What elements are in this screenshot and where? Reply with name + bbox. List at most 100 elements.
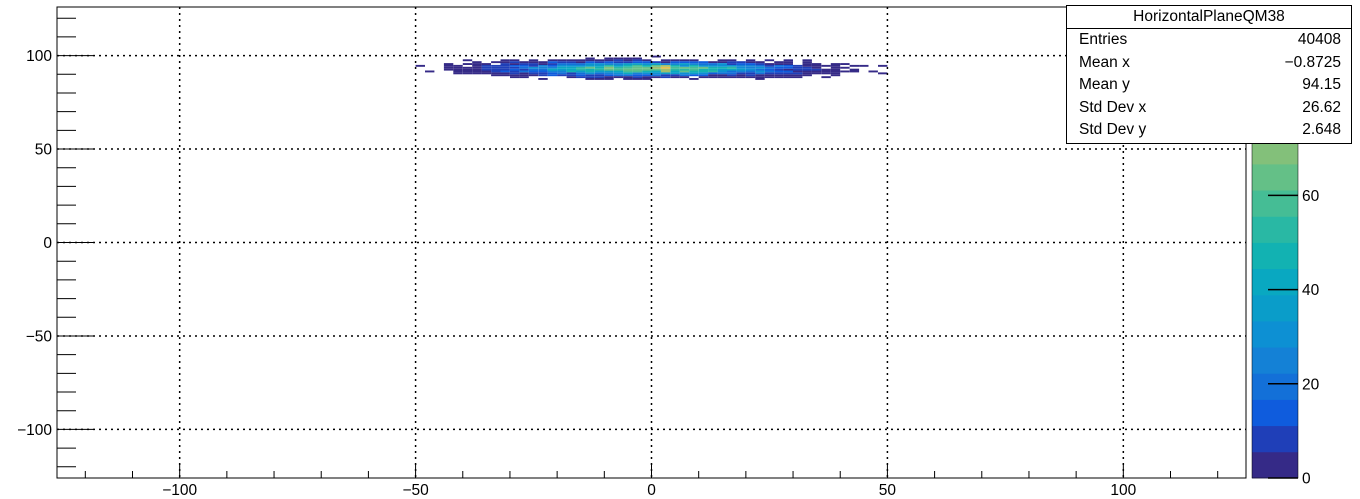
histogram-bin [500,64,510,67]
histogram-bin [557,59,567,62]
histogram-bin [670,61,680,64]
histogram-bin [547,74,558,77]
histogram-bin [651,66,661,69]
histogram-bin [632,76,642,79]
histogram-bin [594,76,605,79]
histogram-bin [811,72,822,75]
histogram-bin [783,64,793,67]
histogram-bin [613,74,624,77]
histogram-bin [821,64,831,67]
histogram-bin [642,74,652,77]
histogram-bin [566,66,576,69]
histogram-bin [462,70,473,73]
histogram-bin [774,70,784,73]
histogram-bin [642,66,652,69]
histogram-bin [585,76,595,79]
histogram-bin [878,64,888,67]
histogram-bin [519,74,529,77]
histogram-bin [783,63,793,65]
histogram-bin [594,66,605,69]
palette-swatch [1252,425,1298,453]
histogram-bin [576,66,586,69]
histogram-bin [764,72,775,75]
histogram-bin [745,59,756,62]
histogram-bin [717,72,727,75]
histogram-bin [500,68,510,71]
palette-swatch [1252,216,1298,243]
histogram-bin [679,66,690,69]
histogram-bin [783,59,793,62]
histogram-bin [717,61,727,64]
histogram-bin [736,76,746,79]
histogram-bin [576,76,586,79]
palette-tick-label: 40 [1302,282,1320,299]
histogram-bin [604,74,614,77]
histogram-bin [576,74,586,77]
histogram-bin [623,72,633,75]
histogram-bin [594,68,605,71]
histogram-bin [774,74,784,77]
histogram-bin [510,76,520,79]
histogram-bin [510,70,520,73]
histogram-bin [519,76,529,79]
histogram-bin [764,63,775,65]
histogram-bin [500,59,510,62]
histogram-bin [519,61,529,64]
histogram-bin [727,72,737,75]
histogram-bin [859,64,869,67]
histogram-bin [764,70,775,73]
histogram-bin [642,68,652,71]
histogram-bin [708,61,718,64]
histogram-bin [453,66,463,69]
histogram-bin [632,74,642,77]
histogram-bin [698,76,709,79]
histogram-bin [576,63,586,65]
histogram-bin [623,57,633,60]
histogram-bin [585,63,595,65]
histogram-bin [783,68,793,71]
histogram-bin [623,64,633,67]
histogram-bin [689,78,699,80]
histogram-bin [727,66,737,69]
histogram-bin [764,74,775,77]
stats-title: HorizontalPlaneQM38 [1067,6,1351,29]
histogram-bin [566,74,576,77]
histogram-bin [717,59,727,62]
histogram-bin [727,70,737,73]
histogram-bin [604,66,614,69]
histogram-bin [500,66,510,69]
histogram-bin [727,68,737,71]
grid-lines [57,7,1246,478]
histogram-bin [500,61,510,64]
histogram-bin [717,68,727,71]
histogram-bin [557,66,567,69]
histogram-bin [783,74,793,77]
histogram-bin [604,61,614,64]
histogram-bin [472,61,482,64]
histogram-bin [811,70,822,73]
histogram-bin [708,72,718,75]
histogram-bin [774,72,784,75]
palette-swatch [1252,373,1298,400]
histogram-bin [793,64,803,67]
histogram-bin [745,76,756,79]
histogram-bin [547,66,558,69]
histogram-bin [755,63,765,65]
histogram-bin [538,61,548,64]
histogram-bin [727,59,737,62]
stats-label: Std Dev x [1079,98,1147,116]
histogram-bin [793,68,803,71]
histogram-bin [821,68,831,71]
histogram-bin [566,70,576,73]
stats-value: 94.15 [1302,76,1341,93]
histogram-bin [547,59,558,62]
histogram-bin [811,68,822,71]
histogram-bin [491,61,501,64]
histogram-bin [585,64,595,67]
histogram-bin [576,61,586,64]
histogram-bin [481,66,491,69]
histogram-bin [642,59,652,62]
histogram-bin [708,66,718,69]
histogram-bin [802,66,812,69]
histogram-bin [717,70,727,73]
